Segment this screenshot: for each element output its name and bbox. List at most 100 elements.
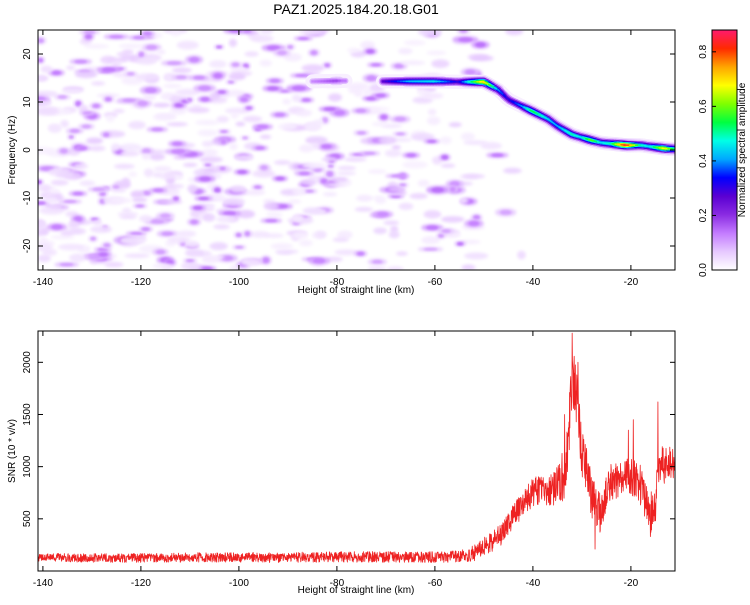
- noise-blob: [69, 254, 86, 263]
- noise-blob: [114, 164, 135, 169]
- noise-blob: [66, 66, 75, 70]
- spectrogram-x-tick-label: -60: [428, 277, 443, 288]
- noise-blob: [264, 233, 284, 237]
- noise-blob: [373, 227, 387, 234]
- noise-blob-core: [86, 34, 92, 39]
- noise-blob-core: [142, 227, 150, 230]
- noise-blob: [229, 143, 237, 150]
- colorbar-label: Normalized spectral amplitude: [737, 82, 748, 217]
- noise-blob: [503, 168, 522, 174]
- noise-blob: [288, 199, 301, 204]
- noise-blob-core: [281, 90, 289, 92]
- noise-blob: [79, 180, 95, 186]
- noise-blob-core: [442, 229, 451, 232]
- noise-blob-core: [64, 200, 77, 203]
- noise-blob: [170, 28, 181, 36]
- noise-blob: [185, 249, 204, 257]
- noise-blob-core: [75, 60, 87, 63]
- noise-blob-core: [243, 137, 248, 140]
- noise-blob-core: [198, 86, 210, 91]
- noise-blob-core: [131, 232, 142, 235]
- noise-blob: [299, 240, 313, 247]
- noise-blob: [58, 244, 84, 251]
- noise-blob-core: [171, 149, 185, 153]
- colorbar-tick-label: 0.8: [698, 44, 709, 58]
- noise-blob: [229, 39, 237, 47]
- noise-blob: [243, 116, 262, 122]
- colorbar-gradient: [712, 30, 737, 270]
- noise-blob-core: [160, 214, 170, 219]
- noise-blob: [301, 179, 318, 185]
- noise-blob-core: [73, 192, 83, 195]
- noise-blob-core: [254, 186, 260, 189]
- noise-blob-core: [193, 206, 202, 209]
- noise-blob: [120, 54, 136, 61]
- noise-blob-core: [186, 259, 194, 262]
- noise-blob-core: [371, 63, 381, 66]
- noise-blob: [124, 253, 149, 258]
- noise-blob: [209, 242, 227, 250]
- noise-blob-core: [426, 226, 438, 230]
- spectrogram-y-axis-label: Frequency (Hz): [7, 116, 18, 185]
- noise-blob-core: [70, 129, 80, 133]
- noise-blob: [33, 107, 59, 116]
- noise-blob-core: [381, 115, 387, 120]
- noise-blob-core: [74, 216, 82, 221]
- noise-blob: [154, 166, 172, 172]
- noise-blob: [517, 251, 526, 260]
- spectrogram-x-tick-label: -40: [526, 277, 541, 288]
- noise-blob-core: [491, 154, 503, 157]
- noise-blob-core: [143, 191, 150, 195]
- noise-blob-core: [189, 57, 199, 62]
- noise-blob: [293, 231, 308, 239]
- noise-blob-core: [232, 63, 239, 67]
- noise-blob-core: [236, 233, 241, 237]
- noise-blob: [166, 122, 188, 126]
- noise-blob-core: [295, 74, 308, 77]
- noise-blob-core: [311, 51, 317, 55]
- noise-blob: [245, 190, 266, 196]
- noise-blob-core: [176, 76, 187, 80]
- noise-blob: [266, 212, 282, 218]
- noise-blob: [260, 135, 272, 139]
- noise-blob: [392, 145, 401, 150]
- noise-blob: [110, 197, 132, 203]
- noise-blob: [31, 147, 54, 155]
- noise-blob-core: [321, 179, 327, 184]
- noise-blob-core: [104, 133, 109, 137]
- noise-blob-core: [79, 146, 87, 149]
- noise-blob: [137, 57, 157, 64]
- noise-blob: [39, 206, 65, 215]
- spectrogram-y-tick-label: 20: [22, 48, 33, 60]
- noise-blob: [328, 93, 342, 101]
- spectrogram-x-tick-label: -20: [624, 277, 639, 288]
- noise-blob: [292, 188, 306, 196]
- noise-blob: [293, 214, 304, 223]
- noise-blob-core: [172, 142, 182, 146]
- noise-blob: [152, 264, 174, 268]
- noise-blob: [396, 252, 408, 256]
- noise-blob-core: [245, 232, 250, 236]
- noise-blob-core: [458, 38, 472, 42]
- noise-blob-core: [58, 95, 67, 98]
- noise-blob: [213, 224, 230, 229]
- noise-blob-core: [113, 185, 119, 188]
- noise-blob: [46, 197, 58, 204]
- noise-blob: [299, 144, 314, 152]
- spectrogram-y-tick-label: 0: [22, 147, 33, 153]
- noise-blob-core: [51, 225, 62, 230]
- noise-blob: [368, 169, 386, 174]
- noise-blob: [372, 122, 389, 126]
- noise-blob: [250, 35, 273, 43]
- noise-blob-core: [221, 139, 226, 144]
- noise-blob: [37, 244, 52, 252]
- noise-blob-core: [82, 125, 91, 129]
- noise-blob: [90, 226, 112, 233]
- noise-blob-core: [109, 35, 123, 38]
- noise-blob-core: [396, 133, 404, 136]
- noise-blob: [264, 202, 280, 210]
- noise-blob-core: [475, 42, 485, 47]
- noise-blob-core: [153, 189, 163, 192]
- noise-blob-core: [276, 177, 285, 180]
- noise-blob-core: [187, 98, 191, 101]
